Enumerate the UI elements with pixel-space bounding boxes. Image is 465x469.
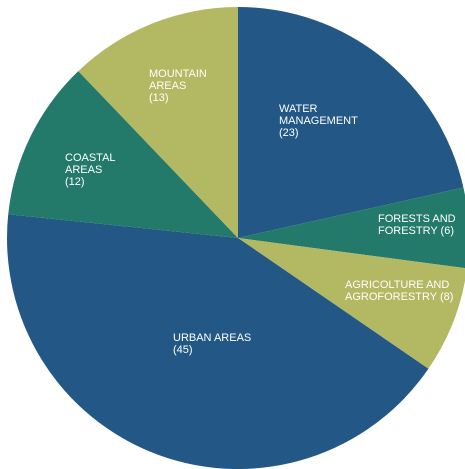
slice-label-line: AGROFORESTRY (8) — [345, 291, 453, 303]
pie-slice-mountain-areas — [78, 6, 238, 238]
slice-label-line: AREAS — [149, 80, 186, 92]
slice-label-line: (45) — [173, 344, 193, 356]
slice-label-line: AREAS — [65, 164, 102, 176]
slice-label-mountain-areas: MOUNTAIN AREAS (13) — [149, 68, 207, 104]
labels-layer: WATER MANAGEMENT (23) FORESTS AND FORESTRY (… — [65, 68, 456, 356]
slice-label-line: (12) — [65, 176, 85, 188]
slice-label-line: FORESTRY (6) — [378, 225, 454, 237]
slice-label-line: COASTAL — [65, 152, 116, 164]
pie-slice-coastal-areas — [8, 71, 238, 238]
pie-slice-agricolture-and-agroforestry — [238, 238, 465, 369]
slice-label-urban-areas: URBAN AREAS (45) — [173, 332, 251, 356]
slice-label-line: (23) — [279, 127, 299, 139]
slice-label-water-management: WATER MANAGEMENT (23) — [279, 103, 358, 139]
slice-label-line: AGRICOLTURE AND — [345, 279, 449, 291]
slice-label-line: WATER — [279, 103, 318, 115]
pie-slice-urban-areas — [7, 214, 429, 469]
slice-label-line: MOUNTAIN — [149, 68, 207, 80]
slice-label-forests-and-forestry: FORESTS AND FORESTRY (6) — [378, 213, 456, 237]
slice-label-line: (13) — [149, 92, 169, 104]
slices-layer — [7, 6, 465, 469]
slice-label-coastal-areas: COASTAL AREAS (12) — [65, 152, 116, 188]
slice-label-line: MANAGEMENT — [279, 115, 358, 127]
slice-label-line: FORESTS AND — [378, 213, 456, 225]
pie-slice-water-management — [238, 7, 464, 238]
pie-slice-forests-and-forestry — [238, 187, 465, 269]
slice-label-line: URBAN AREAS — [173, 332, 251, 344]
slice-label-agricolture-and-agroforestry: AGRICOLTURE AND AGROFORESTRY (8) — [345, 279, 453, 303]
